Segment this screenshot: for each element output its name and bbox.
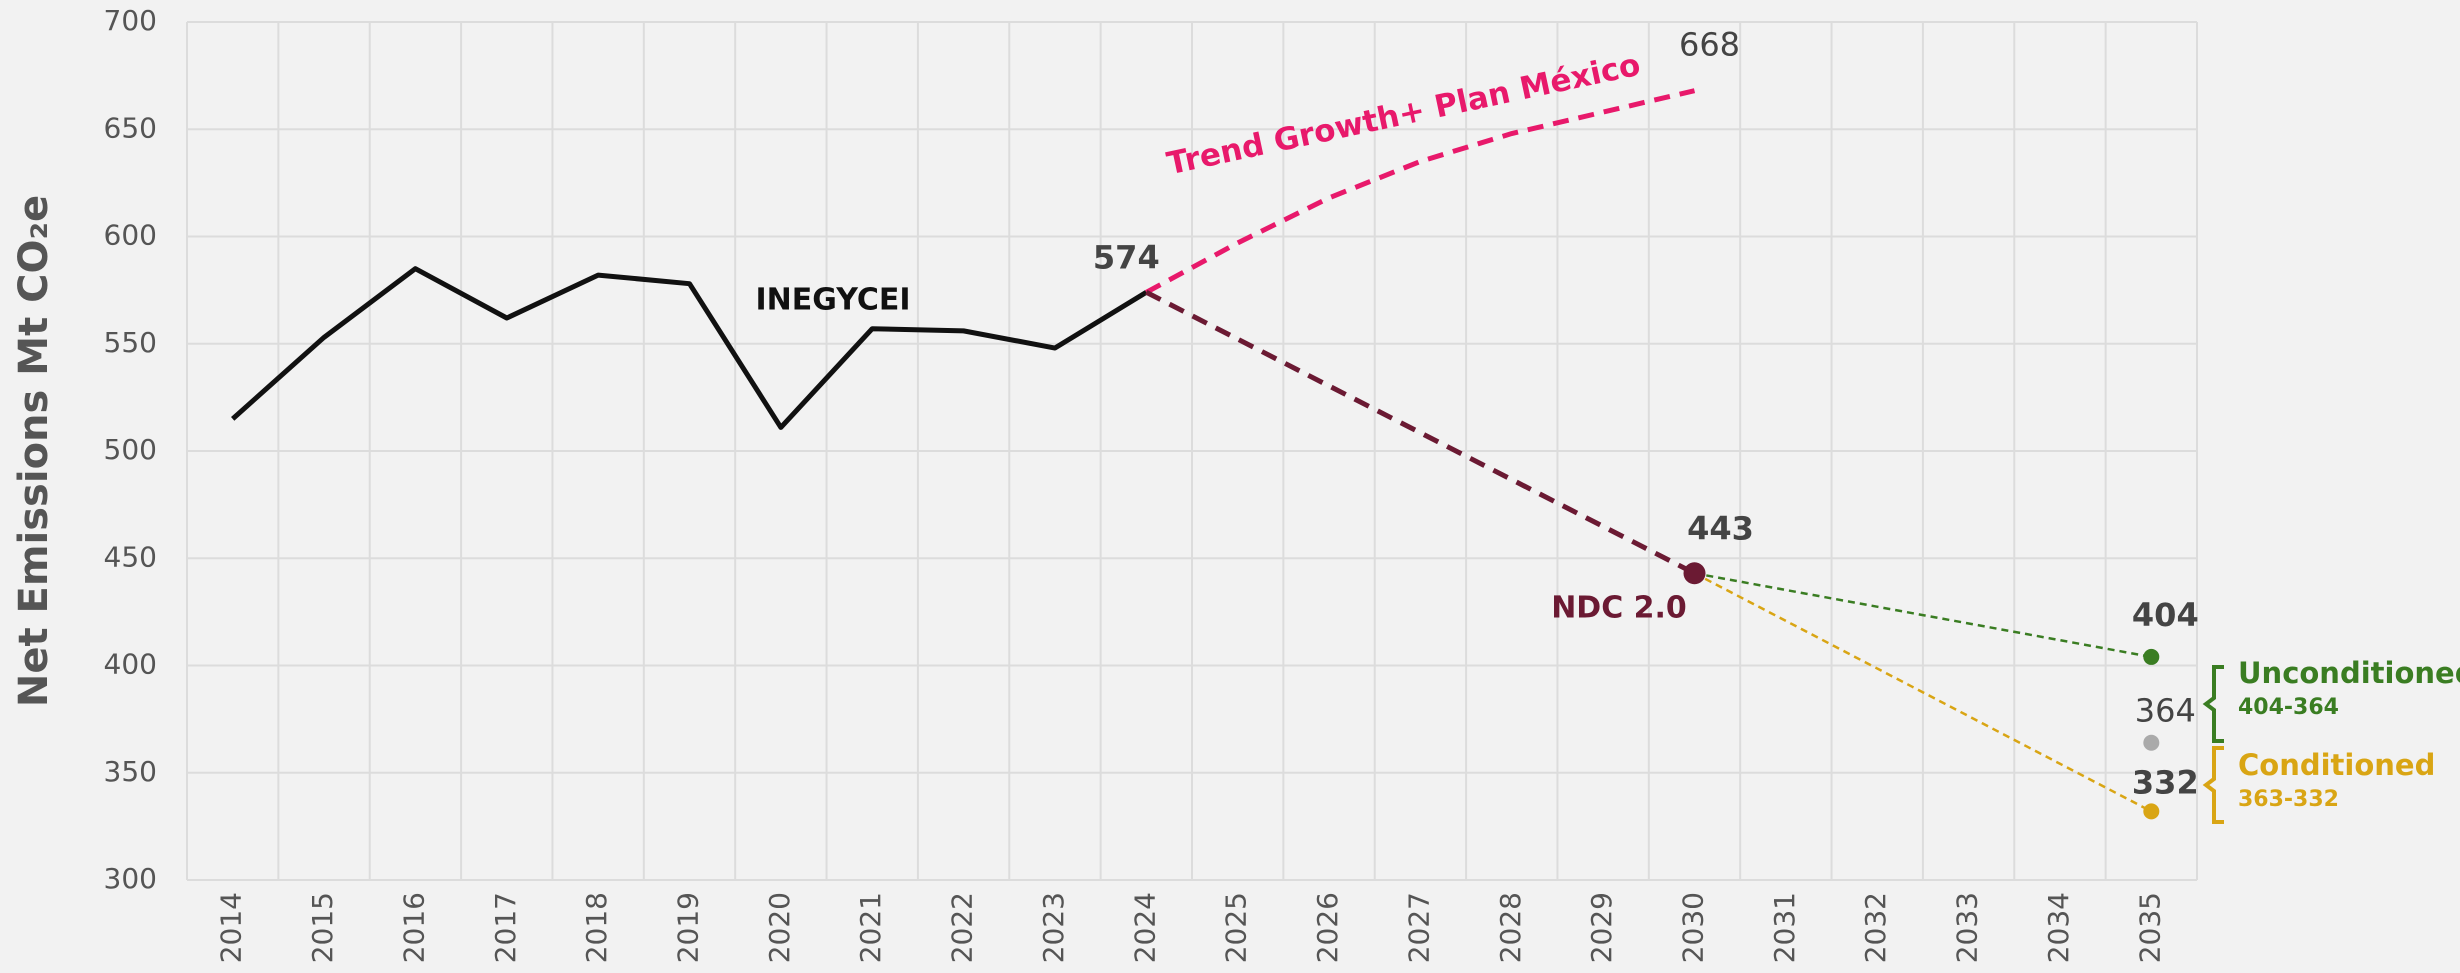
- data-label: 443: [1687, 509, 1754, 547]
- marker: [2143, 803, 2159, 819]
- x-tick-label: 2023: [1037, 892, 1070, 963]
- y-tick-label: 350: [104, 755, 157, 788]
- chart: Net Emissions Mt CO₂e 300 350 400 450 500 550…: [0, 0, 2460, 973]
- y-tick-label: 400: [104, 648, 157, 681]
- data-label: 404: [2132, 596, 2199, 634]
- y-tick-label: 700: [104, 4, 157, 37]
- data-label: 332: [2132, 763, 2199, 801]
- x-tick-label: 2029: [1585, 892, 1618, 963]
- x-tick-label: 2032: [1859, 892, 1892, 963]
- data-label: 574: [1093, 238, 1160, 276]
- x-tick-label: 2035: [2133, 892, 2166, 963]
- series-label: INEGYCEI: [755, 283, 910, 318]
- marker: [2143, 649, 2159, 665]
- x-tick-label: 2021: [854, 892, 887, 963]
- y-tick-label: 550: [104, 326, 157, 359]
- x-tick-label: 2020: [763, 892, 796, 963]
- y-tick-label: 300: [104, 862, 157, 895]
- x-tick-label: 2018: [580, 892, 613, 963]
- x-tick-label: 2024: [1128, 892, 1161, 963]
- x-tick-label: 2028: [1494, 892, 1527, 963]
- x-tick-label: 2019: [672, 892, 705, 963]
- series-label: Conditioned: [2238, 748, 2435, 782]
- data-label: 668: [1679, 26, 1740, 64]
- x-tick-label: 2033: [1951, 892, 1984, 963]
- y-tick-label: 600: [104, 219, 157, 252]
- marker: [2143, 735, 2159, 751]
- x-tick-label: 2022: [946, 892, 979, 963]
- x-tick-label: 2025: [1220, 892, 1253, 963]
- x-tick-label: 2030: [1677, 892, 1710, 963]
- page: {"chart_data": {"type": "line", "ylabel"…: [0, 0, 2460, 973]
- x-tick-label: 2015: [306, 892, 339, 963]
- x-tick-label: 2031: [1768, 892, 1801, 963]
- y-tick-label: 650: [104, 111, 157, 144]
- x-tick-label: 2017: [489, 892, 522, 963]
- y-tick-label: 500: [104, 433, 157, 466]
- range-label: 363-332: [2238, 787, 2339, 812]
- y-axis-label: Net Emissions Mt CO₂e: [11, 195, 57, 707]
- x-tick-label: 2016: [397, 892, 430, 963]
- x-tick-label: 2027: [1402, 892, 1435, 963]
- x-tick-label: 2014: [215, 892, 248, 963]
- y-tick-label: 450: [104, 540, 157, 573]
- series-label: NDC 2.0: [1551, 591, 1687, 626]
- x-tick-label: 2026: [1311, 892, 1344, 963]
- marker: [1684, 562, 1706, 584]
- series-label: Unconditioned: [2238, 656, 2460, 690]
- range-label: 404-364: [2238, 695, 2339, 720]
- x-tick-label: 2034: [2042, 892, 2075, 963]
- data-label: 364: [2135, 692, 2196, 730]
